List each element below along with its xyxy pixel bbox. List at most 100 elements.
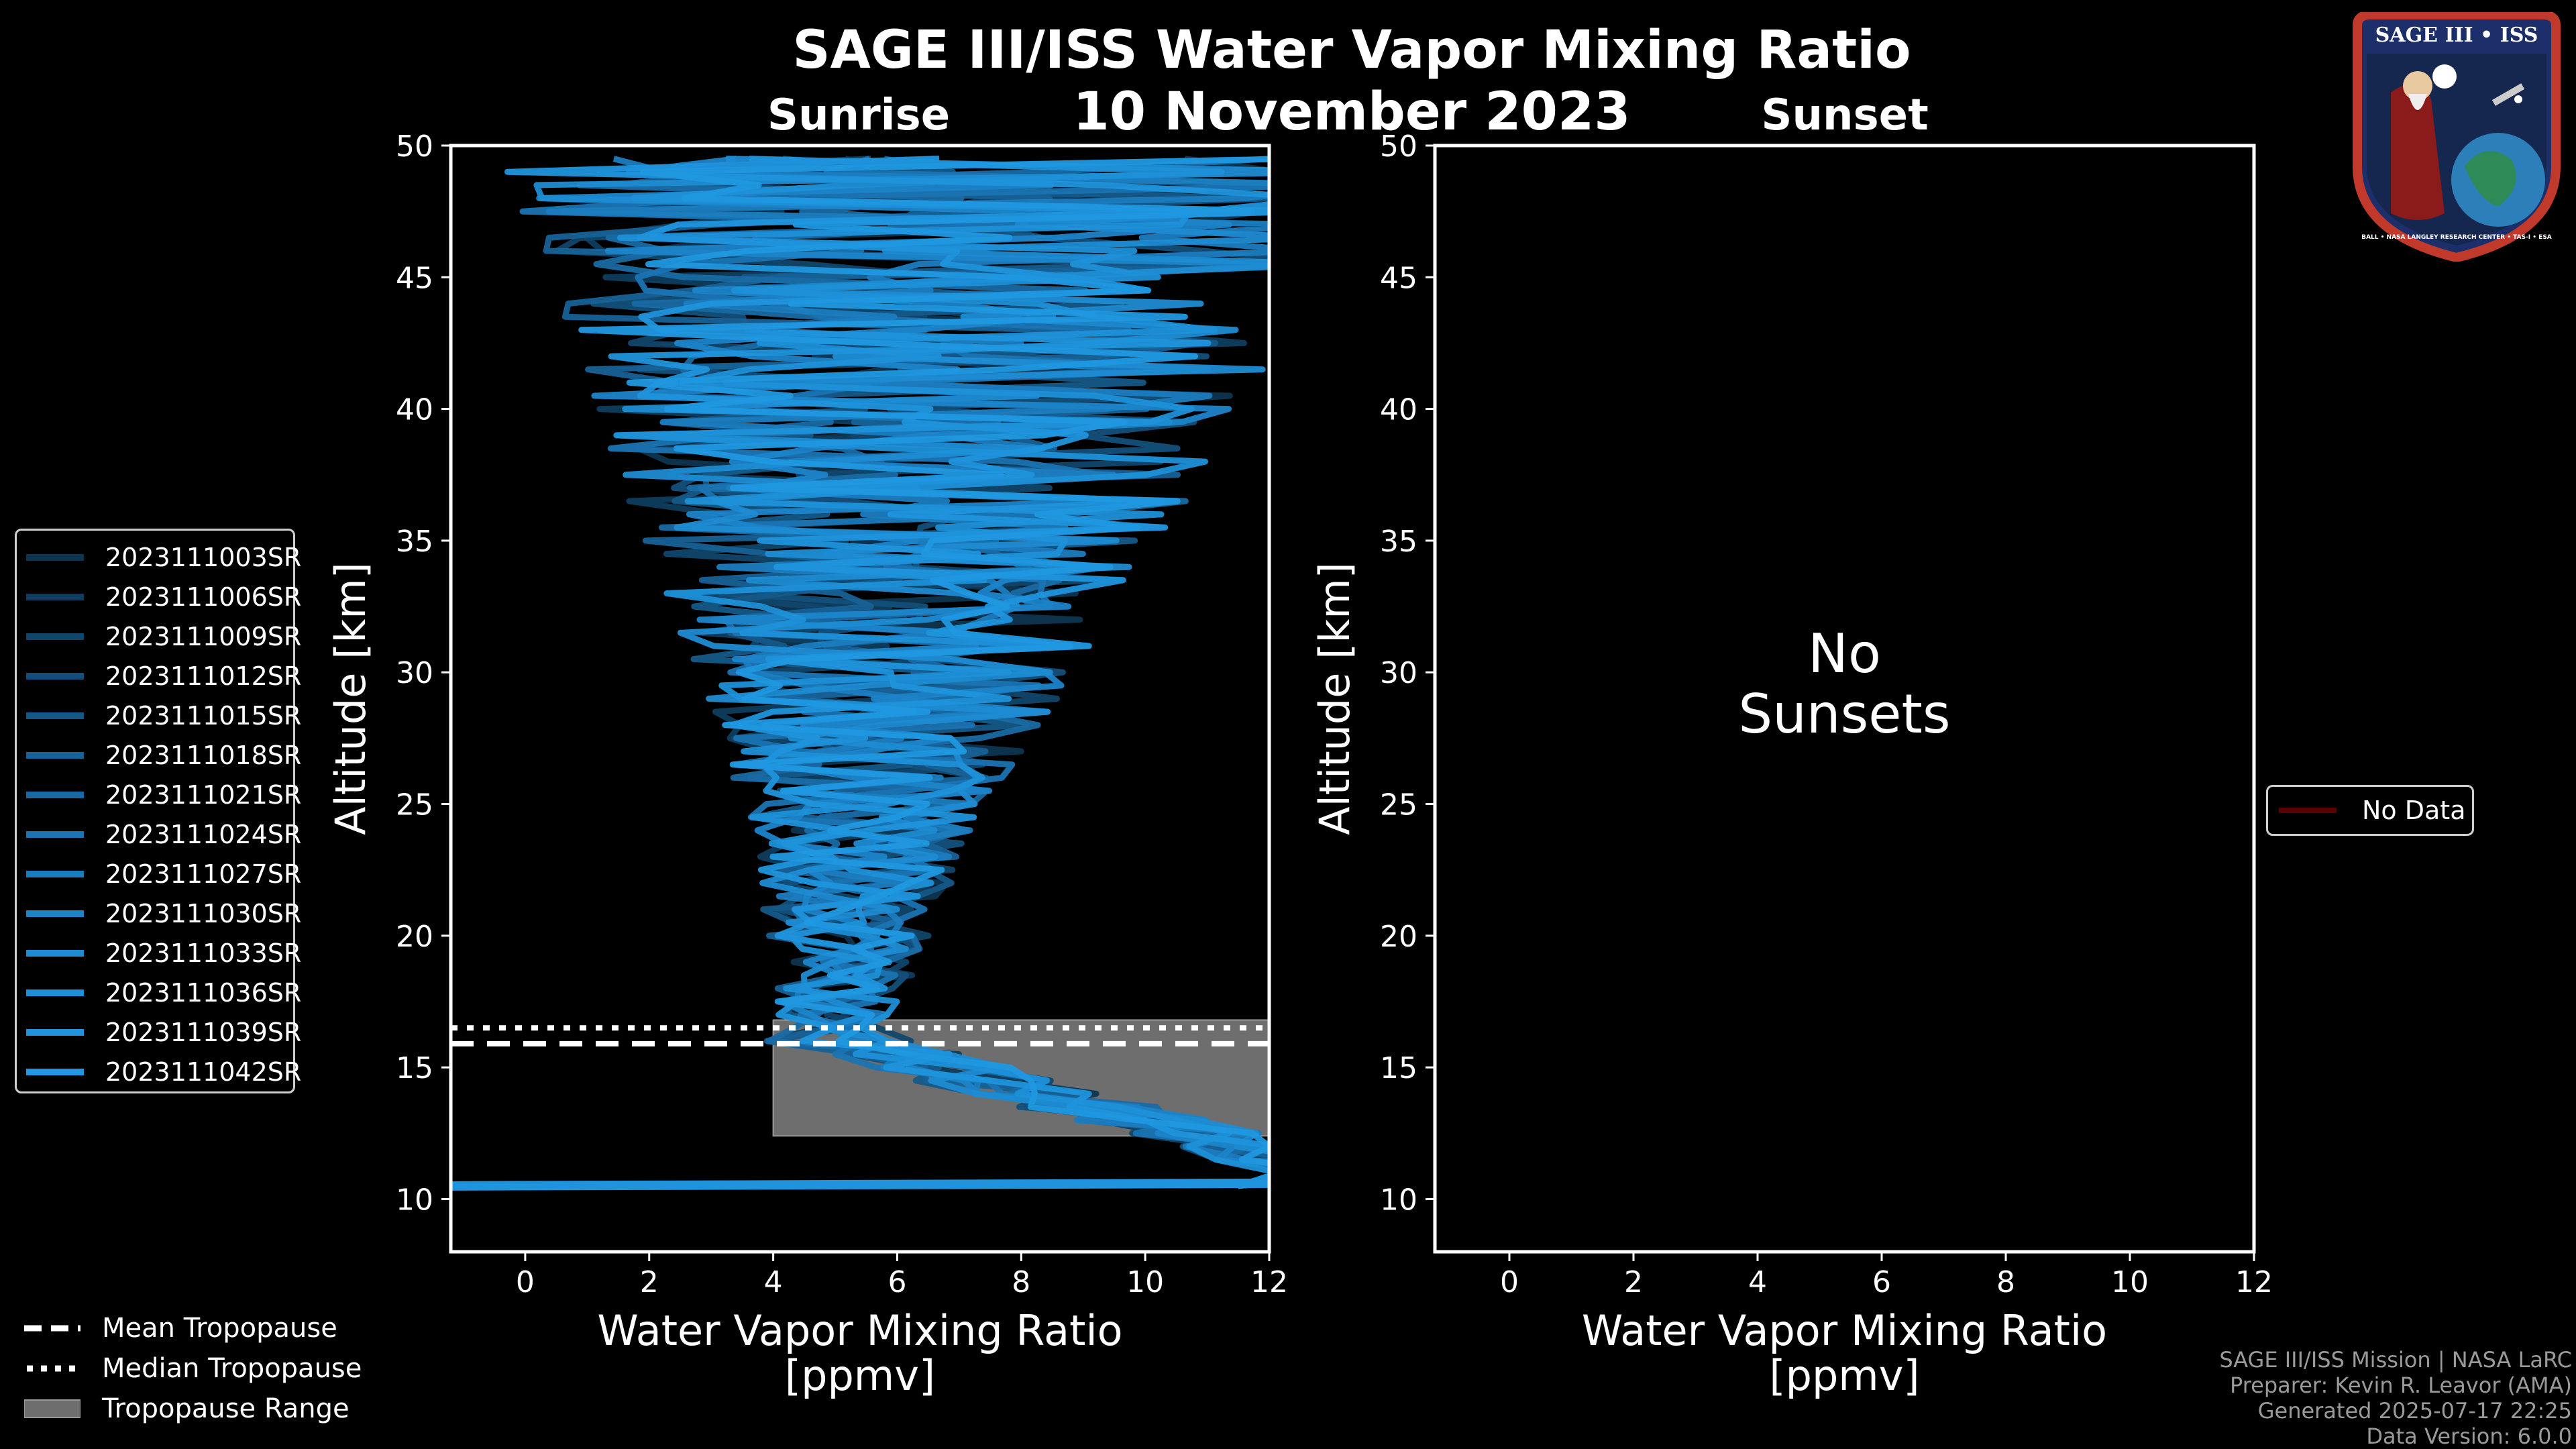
legend-swatch [26,830,84,838]
legend-swatch [26,751,84,759]
y-tick-label: 45 [1380,261,1417,295]
y-tick-label: 15 [396,1051,433,1085]
x-tick-label: 10 [2111,1265,2149,1299]
legend-label: 2023111021SR [105,780,302,810]
legend-label: 2023111006SR [105,582,302,612]
legend-swatch [26,870,84,877]
x-tick-label: 4 [764,1265,783,1299]
legend-label: 2023111012SR [105,661,302,691]
legend-label: 2023111036SR [105,977,302,1008]
y-tick-label: 30 [1380,656,1417,690]
legend-label: 2023111024SR [105,819,302,849]
profile-line-2023111042SR [578,156,1269,1189]
y-tick-label: 15 [1380,1051,1417,1085]
legend-swatch [26,949,84,957]
legend-entry-2023111012SR: 2023111012SR [17,656,301,696]
y-tick-label: 50 [1380,129,1417,164]
y-axis-label: Altitude [km] [1310,562,1359,835]
legend-entry-2023111042SR: 2023111042SR [17,1052,301,1091]
legend-mean-tropopause: Mean Tropopause [24,1308,362,1348]
x-tick-label: 4 [1748,1265,1767,1299]
legend-label: 2023111003SR [105,542,302,572]
legend-label: 2023111039SR [105,1017,302,1047]
legend-swatch [26,712,84,719]
x-tick-label: 12 [2235,1265,2273,1299]
y-tick-label: 50 [396,129,433,164]
legend-swatch [26,553,84,561]
chart-date: 10 November 2023 [1073,82,1631,142]
sunset-panel-label: Sunset [1761,91,1929,140]
legend-entry-2023111039SR: 2023111039SR [17,1012,301,1052]
data-layer [451,156,1269,1191]
legend-entry-2023111021SR: 2023111021SR [17,775,301,814]
no-sunsets-line2: Sunsets [1738,683,1950,745]
legend-entry-2023111033SR: 2023111033SR [17,933,301,973]
y-tick-label: 30 [396,656,433,690]
legend-label: 2023111027SR [105,859,302,889]
legend-entry-2023111009SR: 2023111009SR [17,616,301,656]
legend-swatch [26,672,84,680]
y-tick-label: 20 [1380,920,1417,954]
y-tick-label: 25 [1380,788,1417,822]
legend-swatch [26,989,84,996]
y-axis-label: Altitude [km] [326,562,375,835]
legend-tropopause-range: Tropopause Range [24,1389,362,1429]
x-axis-label-line2: [ppmv] [1769,1351,1919,1400]
median-tropopause-label: Median Tropopause [102,1353,362,1384]
dotted-line-swatch [27,1365,80,1372]
plot-area [1435,146,2254,1252]
legend-label: 2023111015SR [105,700,302,731]
legend-swatch [26,791,84,798]
logo-text: SAGE III • ISS [2375,23,2538,47]
y-tick-label: 35 [1380,525,1417,559]
x-tick-label: 8 [1996,1265,2015,1299]
legend-entry-2023111036SR: 2023111036SR [17,973,301,1012]
legend-swatch [26,593,84,600]
mean-tropopause-label: Mean Tropopause [102,1313,337,1344]
y-tick-label: 25 [396,788,433,822]
y-tick-label: 40 [396,393,433,427]
profile-line-2023111036SR [613,156,1269,1189]
low-altitude-profile-segment [451,1178,1269,1191]
legend-swatch [26,1068,84,1075]
y-tick-label: 35 [396,525,433,559]
legend-entry-2023111018SR: 2023111018SR [17,735,301,775]
y-tick-label: 40 [1380,393,1417,427]
legend-median-tropopause: Median Tropopause [24,1348,362,1389]
y-tick-label: 20 [396,920,433,954]
footer-preparer: Preparer: Kevin R. Leavor (AMA) [2229,1373,2572,1398]
x-axis-label-line1: Water Vapor Mixing Ratio [597,1306,1122,1355]
x-tick-label: 0 [516,1265,535,1299]
logo-ring-text: BALL • NASA LANGLEY RESEARCH CENTER • TA… [2361,234,2552,241]
legend-swatch [26,1028,84,1036]
sage-mission-logo: SAGE III • ISS BALL • NASA LANGLEY RESEA… [2353,12,2561,262]
plot-frame [1433,144,2256,1254]
legend-label: 2023111033SR [105,938,302,968]
legend-entry-2023111015SR: 2023111015SR [17,696,301,735]
footer-generated: Generated 2025-07-17 22:25 [2257,1398,2572,1424]
chart-title: SAGE III/ISS Water Vapor Mixing Ratio [792,20,1911,80]
legend-swatch [26,910,84,917]
sunrise-legend: 2023111003SR 2023111006SR 2023111009SR 2023… [15,529,301,1093]
tropopause-legend: Mean Tropopause Median Tropopause Tropop… [24,1308,362,1429]
x-tick-label: 2 [1624,1265,1643,1299]
range-swatch [24,1399,80,1418]
dashed-line-swatch [24,1325,80,1332]
x-axis-label-line2: [ppmv] [785,1351,935,1400]
no-sunsets-line1: No [1808,623,1881,685]
x-tick-label: 10 [1126,1265,1164,1299]
legend-label: 2023111030SR [105,898,302,928]
footer-mission: SAGE III/ISS Mission | NASA LaRC [2219,1347,2572,1373]
x-tick-label: 6 [1872,1265,1891,1299]
y-tick-label: 10 [1380,1183,1417,1217]
legend-label: 2023111042SR [105,1057,302,1087]
sunset-legend: No Data [2266,785,2474,836]
footer-credits: SAGE III/ISS Mission | NASA LaRC Prepare… [2219,1347,2572,1449]
x-tick-label: 12 [1250,1265,1288,1299]
x-axis-label-line1: Water Vapor Mixing Ratio [1582,1306,2107,1355]
x-tick-label: 2 [640,1265,659,1299]
x-tick-label: 0 [1500,1265,1519,1299]
legend-entry-2023111003SR: 2023111003SR [17,537,301,577]
